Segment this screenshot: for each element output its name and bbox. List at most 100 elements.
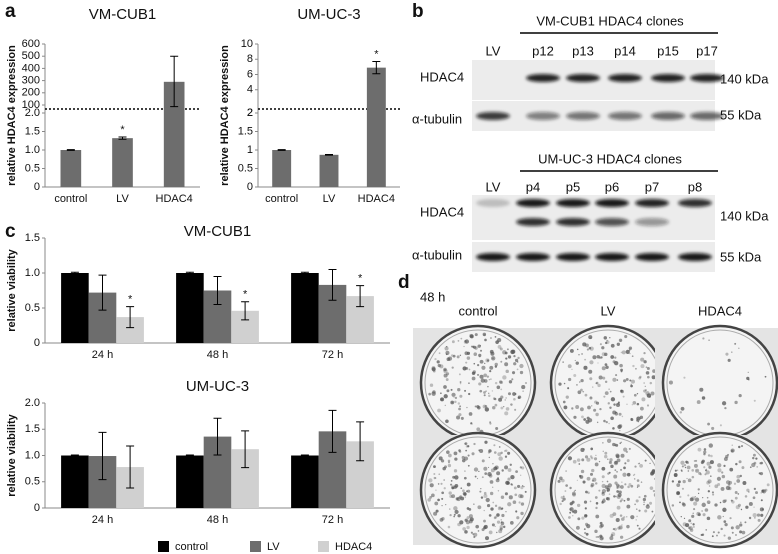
colony-speck	[603, 336, 608, 340]
blot-membrane	[472, 242, 715, 272]
colony-speck	[505, 397, 508, 399]
colony-speck	[606, 497, 611, 501]
colony-speck	[646, 404, 650, 407]
colony-speck	[744, 495, 748, 498]
colony-speck	[649, 501, 653, 505]
colony-speck	[457, 339, 460, 342]
colony-speck	[512, 500, 517, 505]
colony-speck	[576, 458, 581, 462]
colony-speck	[642, 497, 647, 502]
colony-speck	[597, 362, 599, 364]
colony-speck	[451, 366, 454, 369]
colony-speck	[489, 370, 492, 373]
bar	[291, 455, 319, 508]
colony-speck	[644, 385, 646, 388]
colony-speck	[444, 346, 449, 351]
dish	[419, 324, 537, 442]
colony-speck	[708, 339, 710, 341]
colony-speck	[576, 503, 581, 508]
colony-speck	[717, 468, 722, 473]
colony-speck	[636, 515, 638, 518]
colony-speck	[458, 407, 461, 411]
colony-speck	[604, 451, 608, 455]
colony-speck	[712, 531, 715, 534]
colony-speck	[762, 508, 764, 511]
colony-speck	[746, 488, 750, 492]
colony-speck	[513, 397, 516, 401]
colony-speck	[453, 451, 458, 456]
colony-speck	[450, 388, 453, 391]
colony-speck	[695, 468, 700, 473]
colony-speck	[504, 455, 508, 458]
colony-speck	[740, 444, 744, 448]
y-tick-label: 1.0	[25, 144, 40, 156]
colony-speck	[443, 479, 445, 481]
blot-band	[651, 112, 685, 120]
colony-speck	[707, 454, 711, 457]
colony-speck	[519, 363, 524, 369]
colony-speck	[602, 376, 606, 380]
colony-speck	[574, 359, 576, 362]
colony-speck	[766, 483, 770, 487]
colony-speck	[478, 382, 482, 386]
colony-speck	[520, 511, 524, 516]
colony-speck	[501, 469, 504, 472]
colony-speck	[760, 499, 763, 502]
colony-speck	[702, 337, 705, 340]
colony-column-label: LV	[601, 303, 616, 318]
colony-speck	[601, 466, 606, 471]
colony-speck	[494, 504, 498, 508]
colony-speck	[524, 381, 528, 385]
colony-speck	[483, 491, 487, 495]
y-tick-label: 2.0	[25, 397, 40, 409]
colony-speck	[701, 396, 706, 400]
chart-title: VM-CUB1	[89, 6, 157, 23]
colony-speck	[493, 444, 496, 447]
blot-band	[556, 218, 590, 226]
error-bar	[372, 61, 381, 75]
y-axis-label: relative viability	[6, 413, 18, 496]
colony-speck	[451, 486, 455, 490]
colony-speck	[752, 496, 756, 500]
colony-speck	[697, 447, 702, 452]
colony-speck	[590, 337, 592, 339]
colony-speck	[479, 344, 481, 347]
colony-speck	[721, 474, 726, 479]
colony-speck	[431, 493, 435, 498]
colony-speck	[562, 400, 566, 404]
colony-speck	[636, 479, 640, 482]
colony-speck	[466, 351, 471, 355]
colony-speck	[462, 527, 466, 531]
colony-speck	[493, 516, 497, 520]
colony-speck	[608, 422, 610, 425]
colony-speck	[491, 390, 494, 392]
colony-speck	[594, 529, 598, 534]
annotation: *	[243, 289, 248, 301]
colony-speck	[576, 384, 578, 386]
colony-speck	[453, 513, 456, 516]
colony-speck	[440, 392, 442, 395]
colony-speck	[639, 406, 644, 411]
colony-speck	[513, 362, 517, 366]
colony-speck	[694, 497, 700, 502]
colony-speck	[569, 507, 574, 512]
colony-speck	[476, 363, 480, 367]
colony-speck	[500, 451, 503, 455]
colony-speck	[454, 457, 458, 461]
colony-speck	[571, 510, 574, 513]
colony-speck	[512, 392, 516, 396]
colony-speck	[760, 492, 762, 494]
lane-label: p17	[696, 43, 718, 58]
colony-speck	[483, 519, 486, 523]
colony-speck	[609, 536, 614, 541]
colony-speck	[676, 469, 679, 472]
colony-speck	[701, 502, 706, 508]
colony-speck	[484, 338, 487, 342]
annotation: *	[358, 273, 363, 285]
colony-speck	[610, 416, 614, 421]
colony-speck	[479, 490, 482, 493]
blot-band	[690, 74, 724, 82]
blot-row-label: α-tubulin	[412, 111, 462, 126]
colony-speck	[722, 507, 727, 512]
colony-speck	[562, 495, 565, 498]
